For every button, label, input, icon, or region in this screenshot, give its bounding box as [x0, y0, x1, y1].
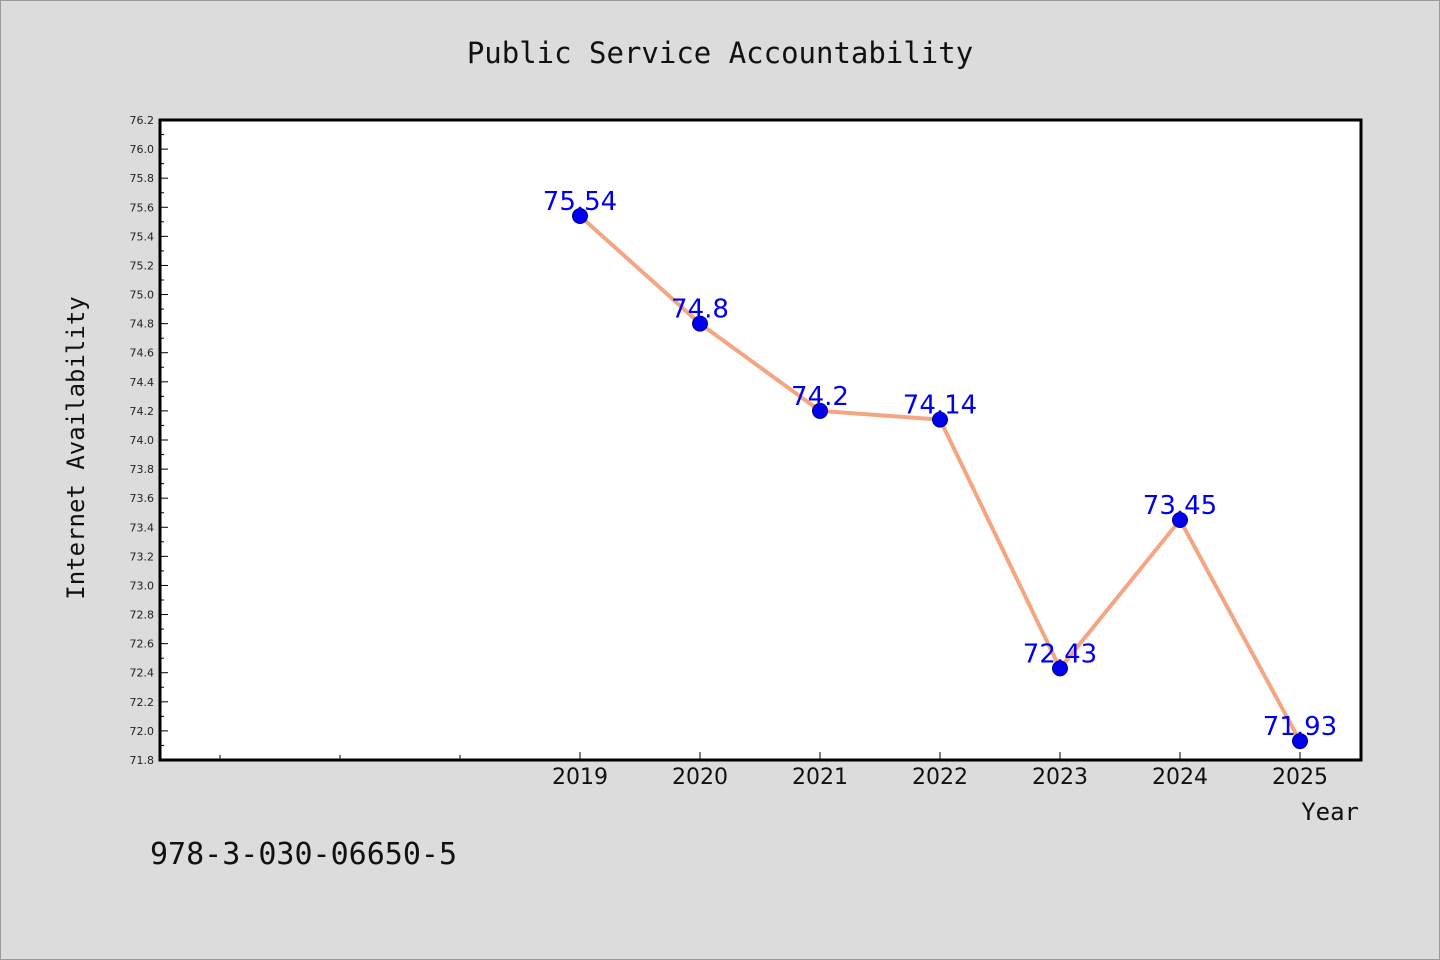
y-axis: 71.8 72.0 72.2 72.4 72.6 72.8 73.0 73.2 73.4 73.6… [130, 114, 168, 767]
data-label: 74.14 [903, 391, 977, 421]
data-point-marker [1052, 660, 1068, 677]
data-point-marker [1292, 733, 1308, 750]
y-tick-label: 76.0 [130, 143, 155, 156]
y-tick-label: 72.6 [130, 638, 155, 651]
y-tick-label: 74.2 [130, 405, 155, 418]
y-tick-label: 72.4 [130, 667, 155, 680]
x-tick-label: 2024 [1152, 765, 1208, 790]
data-point-marker [572, 208, 588, 224]
y-tick-label: 71.8 [130, 754, 155, 767]
x-tick-label: 2025 [1272, 765, 1328, 790]
data-labels-group: 75.54 74.8 74.2 74.14 72.43 73.45 71.93 [543, 187, 1337, 742]
y-tick-label: 75.4 [130, 230, 155, 243]
y-tick-label: 75.6 [130, 201, 155, 214]
x-axis: 2019 2020 2021 2022 2023 2024 2025 [219, 752, 1328, 790]
x-tick-label: 2021 [792, 765, 848, 790]
x-tick-label: 2020 [672, 765, 728, 790]
y-tick-label: 74.4 [130, 376, 155, 389]
x-tick-label: 2022 [912, 765, 968, 790]
y-tick-label: 74.6 [130, 347, 155, 360]
data-point-marker [692, 315, 708, 332]
y-tick-label: 72.2 [130, 696, 155, 709]
y-tick-label: 74.0 [130, 434, 155, 447]
data-label: 73.45 [1143, 491, 1217, 521]
data-label: 75.54 [543, 187, 617, 217]
y-tick-label: 75.2 [130, 259, 155, 272]
markers-group [572, 208, 1308, 750]
y-tick-label: 75.0 [130, 289, 155, 302]
data-point-marker [932, 411, 948, 428]
data-label: 71.93 [1263, 712, 1337, 742]
data-label: 72.43 [1023, 639, 1097, 669]
y-tick-label: 76.2 [130, 114, 155, 127]
x-tick-label: 2019 [552, 765, 608, 790]
y-tick-label: 72.0 [130, 725, 155, 738]
y-tick-label: 73.0 [130, 579, 155, 592]
y-tick-label: 73.8 [130, 463, 155, 476]
x-tick-label: 2023 [1032, 765, 1088, 790]
y-tick-label: 73.4 [130, 521, 155, 534]
x-axis-title: Year [1301, 798, 1359, 826]
plot-area [158, 118, 1363, 762]
y-tick-label: 73.6 [130, 492, 155, 505]
data-label: 74.2 [791, 382, 849, 412]
data-label: 74.8 [671, 295, 729, 325]
data-point-marker [1172, 512, 1188, 528]
y-tick-label: 74.8 [130, 318, 155, 331]
chart-title: Public Service Accountability [467, 36, 973, 70]
y-tick-label: 75.8 [130, 172, 155, 185]
y-tick-label: 73.2 [130, 550, 155, 563]
isbn-code: 978-3-030-06650-5 [150, 837, 457, 872]
y-tick-label: 72.8 [130, 609, 155, 622]
data-point-marker [812, 402, 828, 419]
y-axis-title: Internet Availability [62, 296, 90, 599]
